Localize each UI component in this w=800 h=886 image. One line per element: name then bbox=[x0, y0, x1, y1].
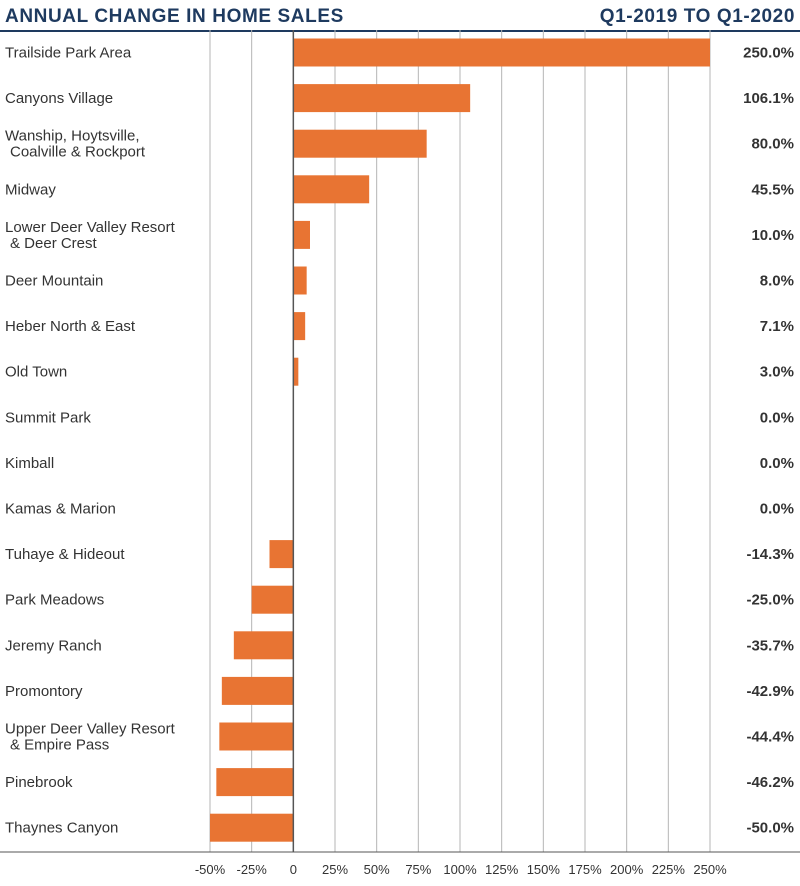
category-label-line: & Deer Crest bbox=[10, 235, 98, 252]
category-label: Kamas & Marion bbox=[5, 501, 116, 518]
bar bbox=[293, 266, 307, 295]
chart-title: ANNUAL CHANGE IN HOME SALES bbox=[5, 6, 344, 27]
value-label: 0.0% bbox=[760, 455, 794, 472]
value-label: 106.1% bbox=[743, 90, 794, 107]
category-label-line: & Empire Pass bbox=[10, 737, 109, 754]
bar bbox=[293, 129, 427, 158]
bar bbox=[293, 357, 299, 386]
bar bbox=[216, 768, 294, 797]
category-label: Lower Deer Valley Resort & Deer Crest bbox=[5, 219, 176, 252]
value-label: 250.0% bbox=[743, 45, 794, 62]
bar bbox=[269, 540, 294, 569]
bar bbox=[210, 813, 294, 842]
category-label-line: Coalville & Rockport bbox=[10, 144, 146, 161]
x-tick-label: 200% bbox=[610, 862, 644, 877]
value-label: 3.0% bbox=[760, 364, 794, 381]
x-tick-label: 75% bbox=[405, 862, 431, 877]
value-label: -14.3% bbox=[746, 546, 794, 563]
x-tick-label: 175% bbox=[568, 862, 602, 877]
bar bbox=[293, 220, 310, 249]
value-label: -35.7% bbox=[746, 637, 794, 654]
x-tick-label: 125% bbox=[485, 862, 519, 877]
value-label: -46.2% bbox=[746, 774, 794, 791]
category-label: Canyons Village bbox=[5, 90, 113, 107]
header-divider bbox=[0, 30, 800, 32]
value-label: -25.0% bbox=[746, 592, 794, 609]
value-label: -42.9% bbox=[746, 683, 794, 700]
category-label: Deer Mountain bbox=[5, 273, 103, 290]
x-tick-label: 150% bbox=[527, 862, 561, 877]
bar bbox=[233, 631, 294, 660]
category-label: Upper Deer Valley Resort & Empire Pass bbox=[5, 721, 176, 754]
category-label: Heber North & East bbox=[5, 318, 136, 335]
value-label: 10.0% bbox=[751, 227, 794, 244]
category-label: Pinebrook bbox=[5, 774, 73, 791]
category-label-line: Wanship, Hoytsville, bbox=[5, 128, 140, 145]
value-label: -44.4% bbox=[746, 729, 794, 746]
value-label: 80.0% bbox=[751, 136, 794, 153]
category-label: Midway bbox=[5, 181, 56, 198]
bar bbox=[293, 38, 710, 67]
x-tick-label: 0 bbox=[290, 862, 297, 877]
x-tick-label: 225% bbox=[652, 862, 686, 877]
x-tick-label: -25% bbox=[236, 862, 267, 877]
bar bbox=[219, 722, 294, 751]
category-label: Jeremy Ranch bbox=[5, 637, 102, 654]
chart-subtitle: Q1-2019 TO Q1-2020 bbox=[599, 6, 795, 27]
category-label: Promontory bbox=[5, 683, 83, 700]
category-label: Wanship, Hoytsville, Coalville & Rockport bbox=[5, 128, 146, 161]
x-tick-label: 100% bbox=[443, 862, 477, 877]
x-tick-label: -50% bbox=[195, 862, 226, 877]
bar bbox=[221, 676, 294, 705]
x-tick-label: 250% bbox=[693, 862, 727, 877]
value-label: 45.5% bbox=[751, 181, 794, 198]
bar bbox=[251, 585, 294, 614]
category-label: Kimball bbox=[5, 455, 54, 472]
bar bbox=[293, 84, 471, 113]
category-label: Park Meadows bbox=[5, 592, 104, 609]
value-label: 7.1% bbox=[760, 318, 794, 335]
category-label: Trailside Park Area bbox=[5, 45, 132, 62]
bar bbox=[293, 312, 306, 341]
category-label-line: Lower Deer Valley Resort bbox=[5, 219, 176, 236]
x-tick-label: 25% bbox=[322, 862, 348, 877]
category-label: Summit Park bbox=[5, 409, 91, 426]
category-label: Old Town bbox=[5, 364, 67, 381]
category-label-line: Upper Deer Valley Resort bbox=[5, 721, 176, 738]
category-label: Tuhaye & Hideout bbox=[5, 546, 125, 563]
chart-header: ANNUAL CHANGE IN HOME SALES Q1-2019 TO Q… bbox=[0, 0, 800, 34]
value-label: -50.0% bbox=[746, 820, 794, 837]
category-label: Thaynes Canyon bbox=[5, 820, 118, 837]
value-label: 0.0% bbox=[760, 501, 794, 518]
value-label: 0.0% bbox=[760, 409, 794, 426]
bar bbox=[293, 175, 370, 204]
value-label: 8.0% bbox=[760, 273, 794, 290]
x-tick-label: 50% bbox=[364, 862, 390, 877]
